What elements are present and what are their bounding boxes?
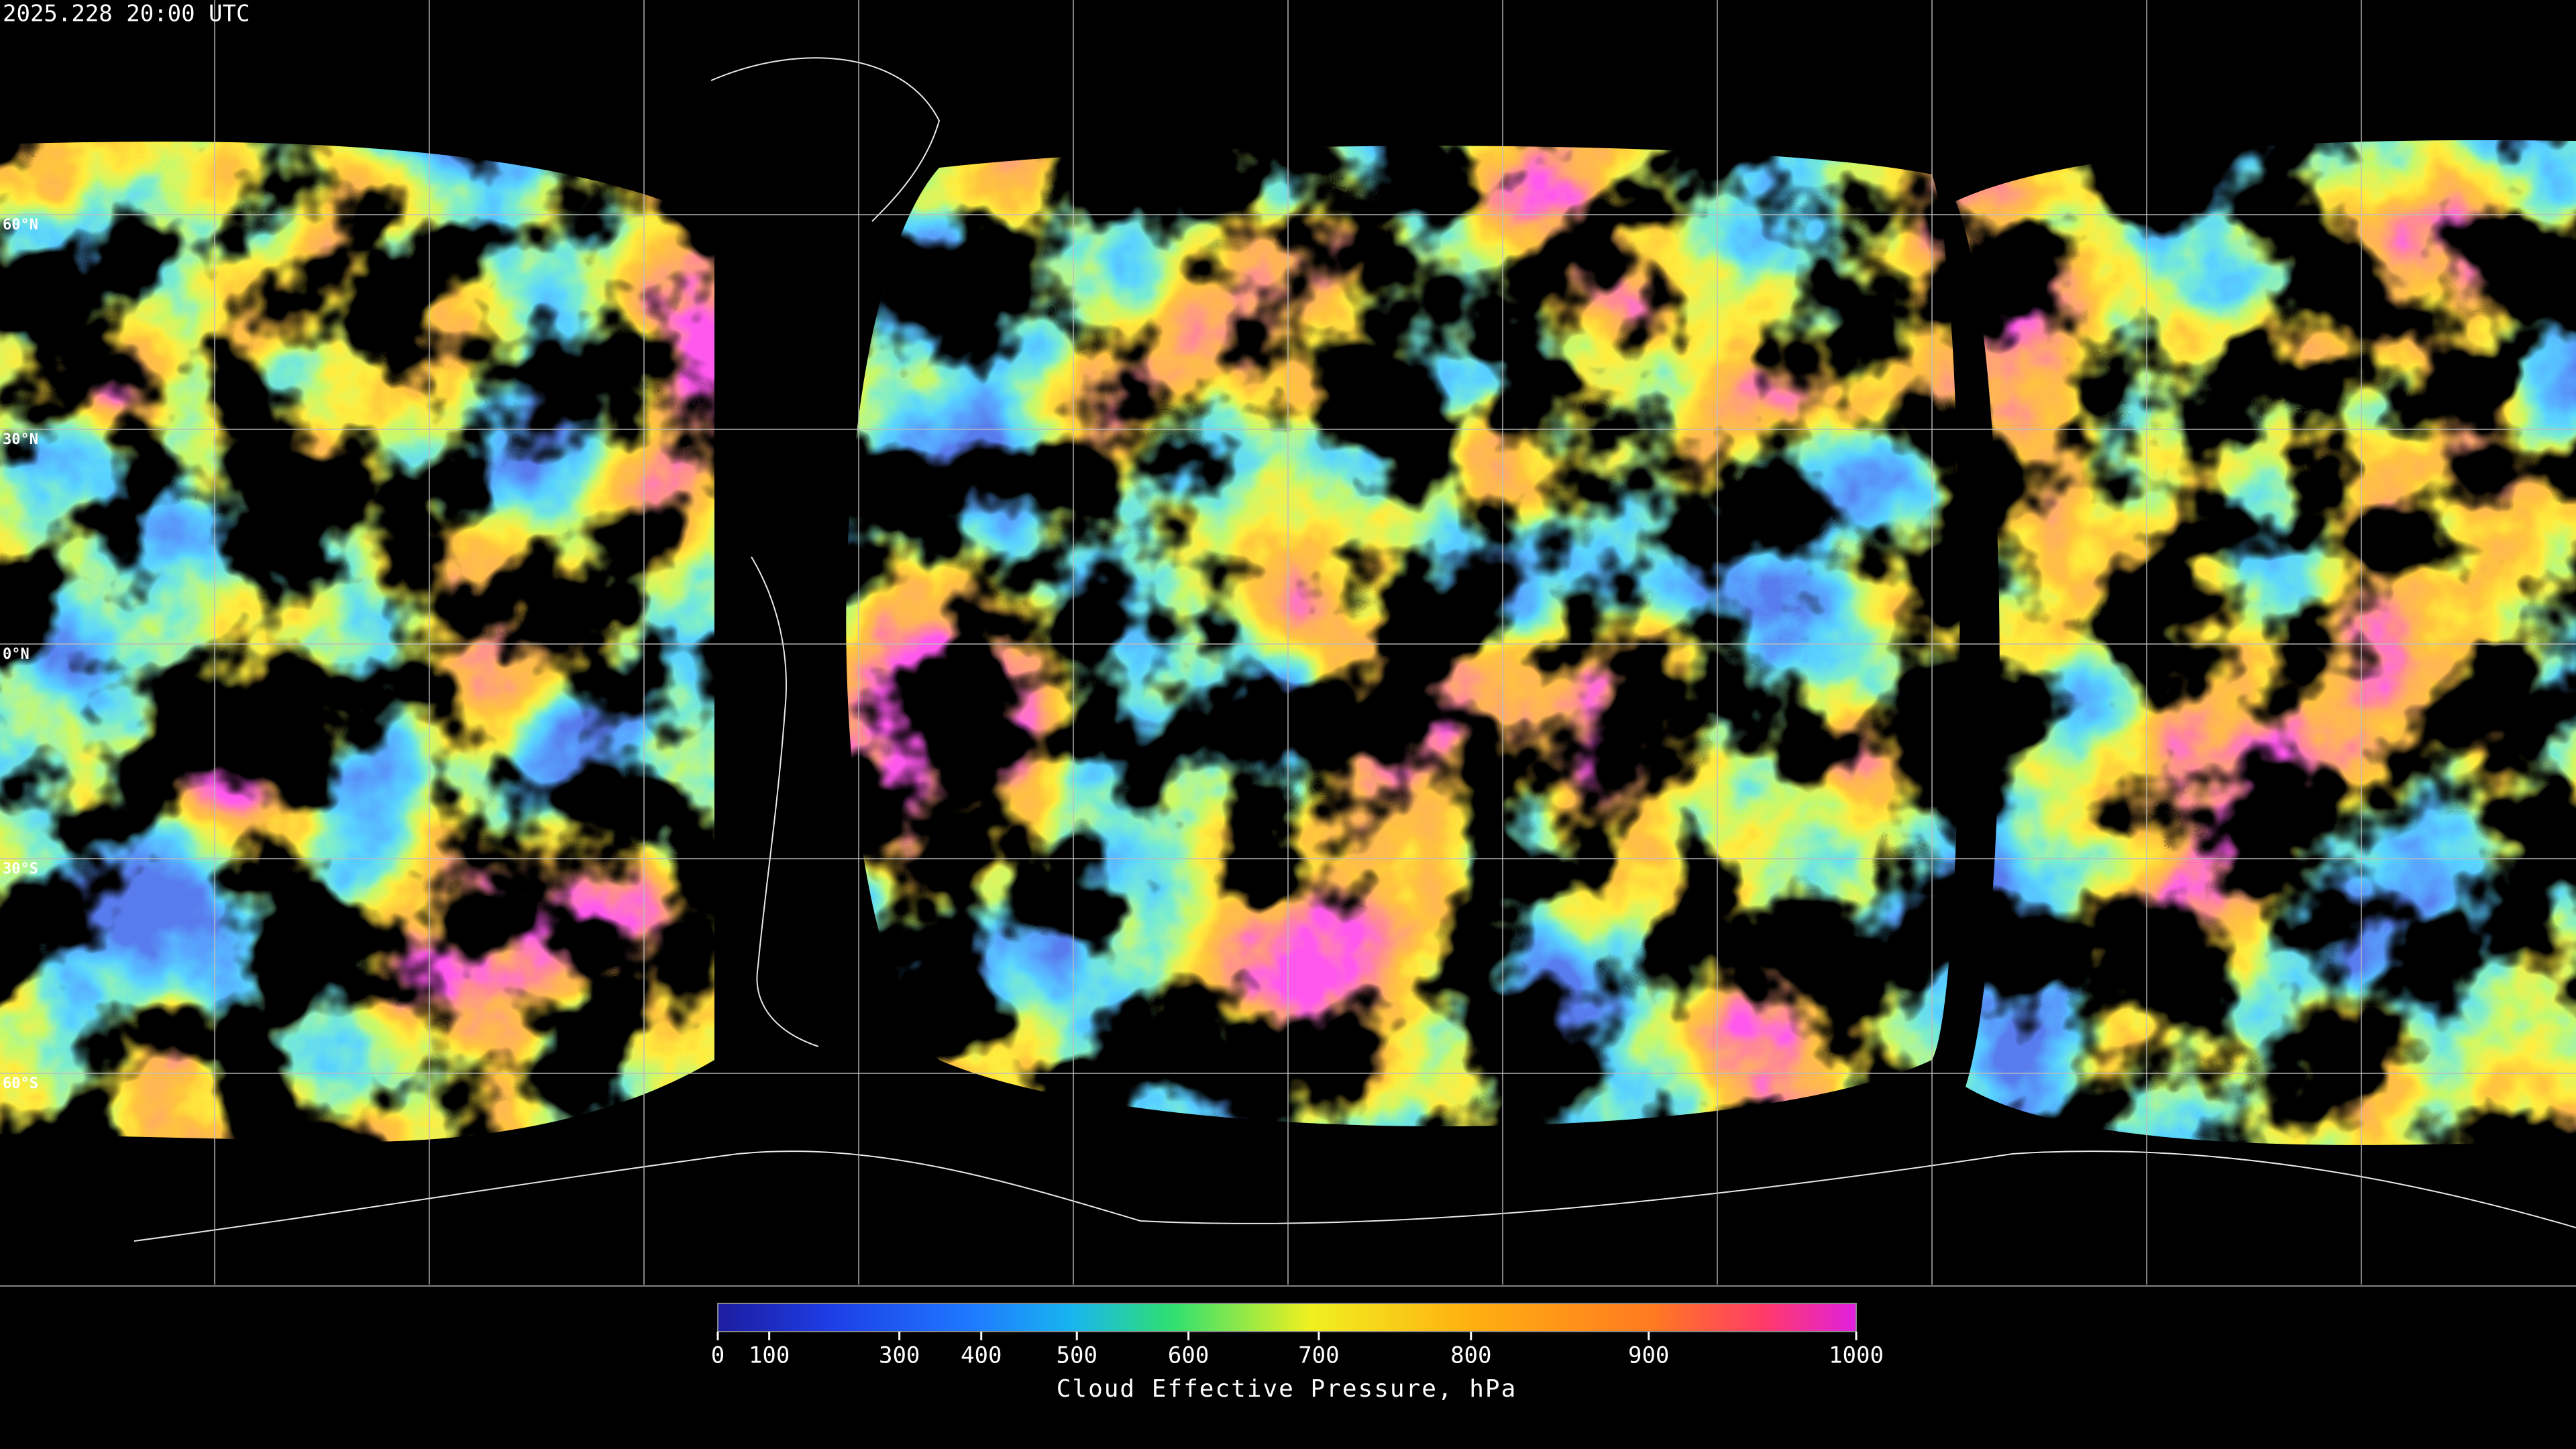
coastline xyxy=(751,556,819,1047)
graticule xyxy=(0,0,2576,1287)
colorbar-tick-label: 1000 xyxy=(1829,1342,1884,1369)
latitude-label: 60°N xyxy=(3,217,38,233)
latitude-label: 60°S xyxy=(3,1075,38,1092)
colorbar-axis: 0 100 300 400 500 600 700 800 900 1000 xyxy=(711,1332,1884,1369)
colorbar-tick-label: 600 xyxy=(1168,1342,1209,1369)
colorbar-tick-label: 700 xyxy=(1298,1342,1339,1369)
colorbar-tick-label: 800 xyxy=(1450,1342,1491,1369)
colorbar-tick-label: 500 xyxy=(1057,1342,1097,1369)
colorbar-tick-label: 100 xyxy=(749,1342,790,1369)
latitude-label: 0°N xyxy=(3,646,30,663)
coastline xyxy=(133,1150,2576,1242)
colorbar-tick-label: 900 xyxy=(1628,1342,1669,1369)
coastline xyxy=(710,57,941,222)
colorbar-tick-label: 400 xyxy=(961,1342,1002,1369)
colorbar-title: Cloud Effective Pressure, hPa xyxy=(1057,1375,1517,1403)
latitude-label: 30°N xyxy=(3,431,38,448)
latitude-labels: 60°N 30°N 0°N 30°S 60°S xyxy=(3,217,38,1092)
timestamp: 2025.228 20:00 UTC xyxy=(3,1,250,28)
latitude-label: 30°S xyxy=(3,861,38,877)
colorbar xyxy=(717,1303,1857,1332)
coastlines xyxy=(133,57,2576,1242)
colorbar-tick-label: 300 xyxy=(879,1342,920,1369)
colorbar-tick-label: 0 xyxy=(711,1342,724,1369)
